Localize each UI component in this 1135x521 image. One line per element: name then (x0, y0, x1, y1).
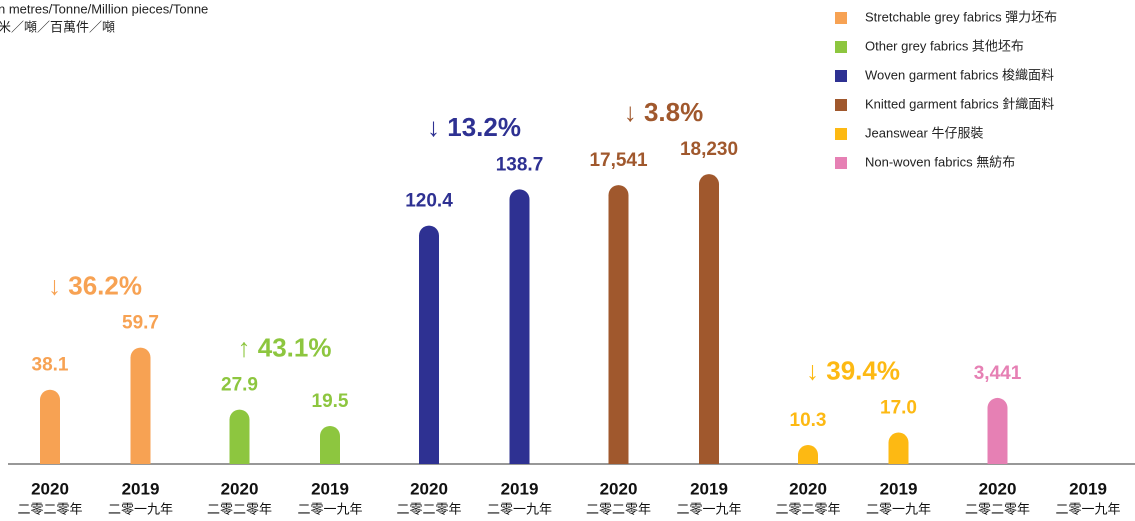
x-tick-label-zh: 二零一九年 (487, 501, 552, 516)
change-label: ↑ 43.1% (238, 332, 332, 362)
value-label: 27.9 (221, 375, 258, 396)
value-label: 138.7 (496, 154, 544, 175)
x-tick-label-zh: 二零二零年 (775, 501, 840, 516)
x-tick-label-zh: 二零二零年 (396, 501, 461, 516)
legend-swatch (835, 99, 847, 111)
x-tick-label-zh: 二零一九年 (297, 501, 362, 516)
x-tick-label: 2020 (410, 479, 448, 498)
change-label: ↓ 3.8% (624, 97, 704, 127)
x-tick-label: 2020 (789, 479, 827, 498)
x-tick-label-zh: 二零一九年 (108, 501, 173, 516)
value-label: 17.0 (880, 398, 917, 419)
legend-swatch (835, 12, 847, 24)
bar (798, 444, 818, 464)
value-label: 59.7 (122, 313, 159, 334)
x-tick-label-zh: 二零二零年 (965, 501, 1030, 516)
bar (229, 409, 250, 464)
value-label: 3,441 (974, 363, 1022, 384)
legend-swatch (835, 128, 847, 140)
legend-label: Woven garment fabrics 梭織面料 (865, 67, 1054, 82)
x-tick-label: 2020 (979, 479, 1017, 498)
legend-label: Other grey fabrics 其他坯布 (865, 38, 1024, 53)
legend-label: Jeanswear 牛仔服裝 (865, 125, 983, 140)
x-tick-label: 2020 (600, 479, 638, 498)
value-label: 17,541 (589, 150, 648, 171)
legend-label: Non-woven fabrics 無紡布 (865, 154, 1015, 169)
x-tick-label-zh: 二零二零年 (17, 501, 82, 516)
bar (320, 425, 340, 464)
bar (419, 225, 439, 464)
x-tick-label: 2020 (31, 479, 69, 498)
bar (130, 347, 151, 464)
x-tick-label: 2019 (1069, 479, 1107, 498)
value-label: 120.4 (405, 191, 453, 212)
chart-title: n metres/Tonne/Million pieces/Tonne (0, 1, 208, 16)
x-tick-label: 2019 (122, 479, 160, 498)
value-label: 19.5 (312, 391, 349, 412)
x-tick-label-zh: 二零二零年 (207, 501, 272, 516)
x-tick-label: 2019 (501, 479, 539, 498)
x-tick-label-zh: 二零二零年 (586, 501, 651, 516)
bar (40, 389, 60, 464)
x-tick-label: 2019 (880, 479, 918, 498)
chart-subtitle: 米／噸／百萬件／噸 (0, 19, 115, 34)
bar (699, 174, 719, 464)
change-label: ↓ 39.4% (806, 355, 900, 385)
value-label: 18,230 (680, 139, 738, 160)
legend-swatch (835, 157, 847, 169)
change-label: ↓ 36.2% (48, 270, 142, 300)
legend-label: Stretchable grey fabrics 彈力坯布 (865, 9, 1057, 24)
bar (888, 432, 909, 464)
legend-swatch (835, 41, 847, 53)
x-tick-label: 2019 (690, 479, 728, 498)
legend-swatch (835, 70, 847, 82)
x-tick-label-zh: 二零一九年 (676, 501, 741, 516)
bar (608, 185, 629, 465)
x-tick-label-zh: 二零一九年 (1055, 501, 1120, 516)
x-tick-label: 2020 (221, 479, 259, 498)
value-label: 10.3 (790, 410, 827, 431)
bar (987, 397, 1008, 464)
bar (509, 189, 530, 464)
x-tick-label: 2019 (311, 479, 349, 498)
x-tick-label-zh: 二零一九年 (866, 501, 931, 516)
value-label: 38.1 (32, 355, 69, 376)
change-label: ↓ 13.2% (427, 112, 521, 142)
legend-label: Knitted garment fabrics 針織面料 (865, 96, 1054, 111)
